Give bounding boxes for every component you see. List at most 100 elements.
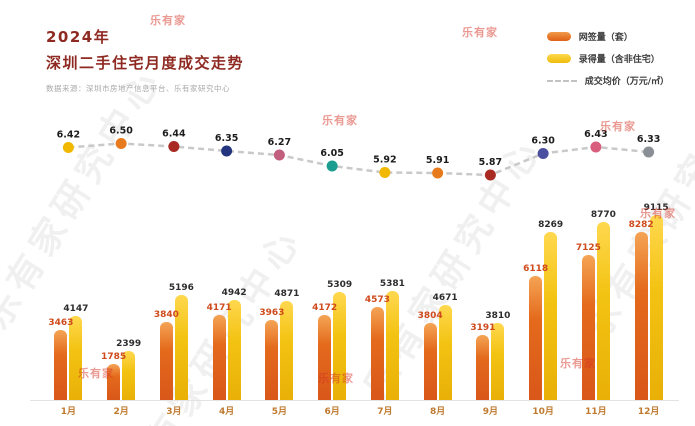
month-label: 1月 — [60, 407, 76, 417]
month-label: 8月 — [429, 407, 446, 417]
bar-value-label: 8282 — [628, 220, 654, 230]
month-group-11: 7125 8770 — [570, 188, 623, 400]
brand-watermark: 乐有家 — [462, 26, 498, 39]
legend-swatch-yellow — [546, 54, 571, 63]
month-label: 2月 — [113, 407, 129, 417]
price-point — [326, 160, 338, 172]
price-point — [273, 149, 285, 161]
bar-signed-volume — [265, 320, 279, 400]
bar-value-label: 5196 — [168, 283, 194, 293]
legend-item-avg-price: 成交均价（万元/㎡） — [546, 74, 669, 87]
bar-value-label: 3191 — [470, 323, 496, 333]
price-value-label: 6.43 — [584, 129, 607, 140]
chart-header: 2024年 深圳二手住宅月度成交走势 数据来源：深圳市房地产信息平台、乐有家研究… — [46, 26, 244, 94]
price-point — [62, 142, 74, 153]
price-value-label: 5.87 — [479, 157, 502, 168]
price-value-label: 6.35 — [215, 133, 238, 144]
bar-value-label: 4172 — [312, 303, 338, 313]
bar-recorded-volume — [491, 323, 505, 400]
bar-signed-volume — [581, 255, 595, 400]
price-point — [168, 141, 180, 152]
price-value-label: 6.05 — [320, 148, 343, 159]
page-title-year: 2024年 — [46, 28, 111, 46]
bar-signed-volume — [54, 330, 68, 400]
bar-recorded-volume — [227, 300, 241, 400]
price-value-label: 6.33 — [637, 134, 660, 145]
bar-signed-volume — [476, 335, 490, 400]
month-group-3: 3840 5196 — [148, 188, 201, 400]
bar-signed-volume — [370, 307, 384, 400]
bar-signed-volume — [529, 276, 543, 400]
price-point — [221, 145, 233, 157]
price-point — [643, 146, 655, 158]
price-value-label: 5.92 — [373, 155, 396, 166]
bar-recorded-volume — [69, 316, 83, 400]
bar-recorded-volume — [649, 215, 663, 400]
legend-swatch-orange — [546, 32, 571, 41]
month-label: 4月 — [218, 407, 235, 417]
month-group-8: 3804 4671 — [411, 188, 464, 400]
bar-signed-volume — [318, 315, 332, 400]
bar-value-label: 3840 — [153, 310, 179, 320]
bar-recorded-volume — [333, 292, 347, 400]
bar-value-label: 4671 — [432, 293, 458, 303]
month-label: 11月 — [585, 407, 607, 417]
month-label: 3月 — [166, 407, 182, 417]
month-label: 5月 — [271, 407, 287, 417]
month-label: 12月 — [637, 407, 660, 417]
bar-value-label: 2399 — [116, 339, 142, 349]
bar-value-label: 8770 — [590, 210, 616, 220]
legend-item-signed-volume: 网签量（套） — [546, 30, 669, 43]
bar-value-label: 7125 — [575, 243, 601, 253]
price-point — [115, 138, 127, 149]
price-value-label: 6.50 — [109, 126, 133, 137]
bar-value-label: 4171 — [206, 303, 232, 313]
month-label: 7月 — [377, 407, 393, 417]
price-line-chart: 6.42 6.50 6.44 6.35 6.27 6.05 5.92 5.91 5.87 6.30… — [57, 126, 660, 181]
price-value-label: 6.30 — [531, 136, 555, 147]
legend-label: 成交均价（万元/㎡） — [584, 77, 669, 87]
bar-recorded-volume — [122, 351, 136, 400]
bar-signed-volume — [107, 364, 121, 400]
price-point — [379, 167, 391, 178]
data-source-note: 数据来源：深圳市房地产信息平台、乐有家研究中心 — [46, 84, 230, 93]
month-axis: 1月 2月 3月 4月 5月 6月 7月 8月 9月 10月 11月 12月 — [42, 404, 675, 417]
bar-value-label: 3804 — [417, 311, 443, 321]
bar-recorded-volume — [544, 232, 558, 400]
month-group-2: 1785 2399 — [95, 188, 148, 400]
bar-value-label: 6118 — [523, 264, 549, 274]
bar-signed-volume — [212, 315, 226, 400]
price-value-label: 6.27 — [268, 137, 291, 148]
price-value-label: 6.42 — [57, 130, 80, 141]
month-label: 9月 — [482, 407, 498, 417]
x-axis-baseline — [30, 400, 679, 401]
price-point — [590, 141, 602, 153]
bar-value-label: 4573 — [364, 295, 390, 305]
bar-recorded-volume — [385, 291, 399, 400]
price-point — [432, 167, 444, 179]
legend-item-recorded-volume: 录得量（含非住宅） — [546, 52, 669, 65]
bar-value-label: 1785 — [101, 352, 127, 362]
bar-value-label: 3963 — [259, 308, 285, 318]
bar-value-label: 8269 — [538, 220, 564, 230]
month-group-4: 4171 4942 — [200, 188, 253, 400]
month-group-12: 8282 9115 — [622, 188, 675, 400]
month-group-6: 4172 5309 — [306, 188, 359, 400]
page-title: 深圳二手住宅月度成交走势 — [46, 54, 245, 72]
bar-recorded-volume — [174, 295, 188, 400]
bar-recorded-volume — [280, 301, 294, 400]
month-group-5: 3963 4871 — [253, 188, 306, 400]
price-line — [68, 142, 649, 177]
bar-value-label: 4942 — [221, 288, 247, 298]
bar-value-label: 3463 — [48, 318, 74, 328]
month-label: 10月 — [532, 407, 554, 417]
price-value-label: 6.44 — [162, 129, 186, 140]
month-group-1: 3463 4147 — [42, 188, 95, 400]
month-group-9: 3191 3810 — [464, 188, 517, 400]
bar-signed-volume — [423, 323, 437, 400]
legend-label: 录得量（含非住宅） — [578, 55, 660, 65]
bar-value-label: 5309 — [327, 280, 353, 290]
bar-chart: 3463 4147 1785 2399 3840 5196 4171 4942 3963 4871… — [42, 188, 675, 400]
bar-value-label: 5381 — [379, 279, 405, 289]
